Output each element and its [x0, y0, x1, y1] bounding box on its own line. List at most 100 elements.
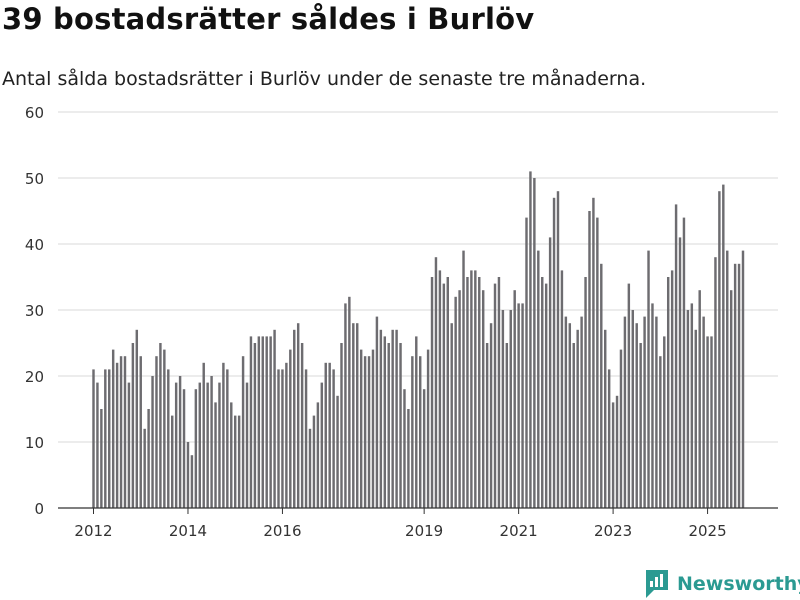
bar — [127, 382, 131, 508]
bar — [710, 336, 713, 508]
bar — [139, 356, 142, 508]
bar — [344, 303, 347, 508]
bar — [541, 277, 544, 508]
x-tick-label: 2023 — [594, 522, 632, 540]
bar — [722, 184, 725, 508]
bar — [588, 211, 591, 508]
bar — [458, 290, 461, 508]
bar — [604, 329, 607, 508]
bar — [698, 290, 701, 508]
bar — [135, 329, 139, 508]
chart-subtitle: Antal sålda bostadsrätter i Burlöv under… — [2, 68, 647, 90]
bar — [96, 382, 99, 508]
bar — [706, 336, 709, 508]
highlight-value-label: 39 — [737, 0, 756, 4]
bar — [635, 323, 638, 508]
bar — [478, 277, 481, 508]
bar — [371, 349, 375, 508]
bar — [639, 343, 642, 508]
bar — [363, 356, 367, 508]
bar — [670, 270, 674, 508]
bar — [678, 237, 682, 508]
bar — [584, 277, 587, 508]
bar — [104, 369, 107, 508]
bar — [257, 336, 261, 508]
bar — [320, 382, 324, 508]
bar — [552, 197, 556, 509]
bar — [167, 369, 170, 508]
bar — [293, 329, 296, 508]
bar — [218, 382, 221, 508]
bar — [178, 376, 182, 508]
bar — [525, 217, 528, 508]
bar — [155, 356, 158, 508]
bar — [108, 369, 111, 508]
y-tick-label: 0 — [34, 500, 44, 518]
bar — [375, 316, 379, 508]
bar — [627, 283, 631, 508]
bar — [485, 343, 489, 508]
bar — [659, 356, 662, 508]
bar — [513, 290, 516, 508]
bar — [462, 250, 465, 508]
bar — [233, 415, 237, 508]
bar — [100, 409, 103, 508]
bar — [190, 455, 194, 508]
bar — [438, 270, 442, 508]
bar — [596, 217, 599, 508]
bar — [163, 349, 166, 508]
bar — [186, 442, 190, 508]
bar — [517, 303, 520, 508]
bar — [285, 362, 288, 508]
bar — [592, 197, 595, 509]
bar — [418, 356, 422, 508]
bar — [686, 310, 690, 508]
newsworthy-logo: Newsworthy — [644, 568, 800, 600]
bar — [407, 409, 410, 508]
bar — [340, 343, 343, 508]
x-axis: 2012 2014 2016 2019 2021 2023 2025 — [58, 507, 778, 540]
bar — [442, 283, 446, 508]
y-tick-label: 20 — [25, 368, 44, 386]
bar — [497, 277, 501, 508]
bar — [690, 303, 694, 508]
bar — [702, 316, 705, 508]
bar — [226, 369, 229, 508]
bar — [572, 343, 575, 508]
bar — [521, 303, 524, 508]
bar — [426, 349, 430, 508]
bar — [560, 270, 564, 508]
bar — [328, 362, 331, 508]
x-tick-label: 2025 — [688, 522, 726, 540]
bar — [92, 369, 95, 508]
x-tick-label: 2014 — [169, 522, 207, 540]
bar — [403, 389, 406, 508]
bar — [481, 290, 485, 508]
bar — [308, 428, 312, 508]
bar — [544, 283, 548, 508]
bar — [359, 349, 363, 508]
bar — [493, 283, 497, 508]
bar — [666, 277, 670, 508]
bar — [131, 343, 135, 508]
bar — [171, 415, 174, 508]
bar — [245, 382, 249, 508]
bar — [277, 369, 280, 508]
bar — [729, 290, 733, 508]
bar — [316, 402, 320, 508]
bar — [737, 263, 741, 508]
bar — [501, 310, 505, 508]
bar — [206, 382, 209, 508]
bar — [411, 356, 414, 508]
bar — [348, 296, 351, 508]
bar — [415, 336, 418, 508]
bar — [296, 323, 300, 508]
bar — [568, 323, 572, 508]
bar — [395, 329, 398, 508]
bar — [214, 402, 217, 508]
bar — [356, 323, 359, 508]
bar — [682, 217, 686, 508]
bar — [151, 376, 154, 508]
bar — [222, 362, 225, 508]
